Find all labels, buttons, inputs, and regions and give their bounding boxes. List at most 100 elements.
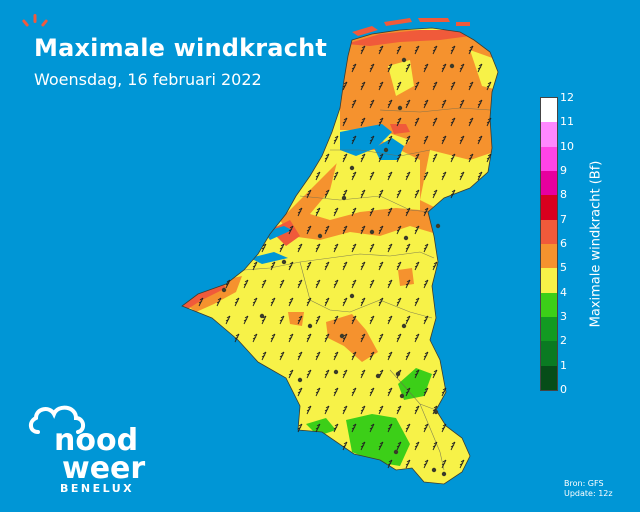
wind-barb [468, 45, 474, 55]
wind-barb [342, 225, 348, 235]
legend-tick-label: 4 [560, 285, 567, 299]
wind-barb [252, 261, 258, 271]
wind-barb [414, 81, 420, 91]
wind-barb [468, 117, 474, 127]
wind-barb [423, 387, 429, 397]
wind-barb [432, 261, 438, 271]
wind-barb [414, 405, 420, 415]
city-dot [281, 259, 287, 265]
wind-barb [351, 279, 357, 289]
wind-barb [378, 225, 384, 235]
wind-barb [486, 81, 492, 91]
wind-barb [360, 189, 366, 199]
wind-barb [360, 441, 366, 451]
wind-barb [315, 387, 321, 397]
wind-barb [252, 333, 258, 343]
wind-barb [396, 261, 402, 271]
wind-barb [432, 405, 438, 415]
wind-barb [333, 243, 339, 253]
wind-barb [225, 279, 231, 289]
wind-barb [441, 387, 447, 397]
wind-barb [297, 279, 303, 289]
island-ameland [456, 22, 470, 26]
city-dot [369, 229, 375, 235]
legend-tick-label: 2 [560, 334, 567, 348]
wind-barb [387, 99, 393, 109]
wind-barb [342, 297, 348, 307]
wind-barb [387, 387, 393, 397]
wind-barb [369, 351, 375, 361]
wind-barb [405, 387, 411, 397]
wind-barb [423, 171, 429, 181]
wind-barb [279, 351, 285, 361]
wind-barb [432, 441, 438, 451]
wind-barb [315, 423, 321, 433]
sun-rays-icon [22, 14, 48, 27]
wind-barb [414, 261, 420, 271]
wind-barb [351, 315, 357, 325]
legend-tick-label: 6 [560, 237, 567, 250]
wind-barb [243, 279, 249, 289]
wind-barb [378, 189, 384, 199]
wind-barb [405, 423, 411, 433]
wind-barb [324, 189, 330, 199]
wind-barb [315, 351, 321, 361]
wind-barb [333, 135, 339, 145]
border-provinces-top [379, 107, 491, 113]
wind-barb [360, 297, 366, 307]
wind-barb [342, 405, 348, 415]
data-source: Bron: GFS Update: 12z [564, 479, 613, 499]
wind-barb [333, 207, 339, 217]
wind-barb [387, 171, 393, 181]
wind-barb [396, 225, 402, 235]
wind-zones [182, 30, 498, 466]
wind-barb [378, 45, 384, 55]
city-dot [395, 371, 401, 377]
legend-band [541, 317, 557, 342]
logo-region: BENELUX [60, 482, 135, 495]
wind-barb [477, 135, 483, 145]
wind-barb [396, 81, 402, 91]
city-dot [259, 313, 265, 319]
city-dot [449, 63, 455, 69]
wind-barb [459, 459, 465, 469]
wind-barb [477, 171, 483, 181]
legend-tick-label: 8 [560, 188, 567, 202]
wind-barb [387, 63, 393, 73]
wind-barb [405, 135, 411, 145]
legend-band [541, 365, 557, 391]
legend-band [541, 268, 557, 294]
wind-barb [387, 279, 393, 289]
island-vlieland [384, 18, 412, 26]
wind-barb [351, 243, 357, 253]
wind-barb [423, 459, 429, 469]
legend-band [541, 244, 557, 269]
wind-barb [324, 369, 330, 379]
wind-barb [369, 63, 375, 73]
wind-barb [198, 297, 204, 307]
wind-barb [450, 45, 456, 55]
wind-barb [414, 189, 420, 199]
city-dot [317, 233, 323, 239]
wind-barb [387, 351, 393, 361]
wind-barb [396, 297, 402, 307]
wind-barb [279, 243, 285, 253]
wind-barb [432, 45, 438, 55]
wind-barb [297, 387, 303, 397]
wind-barb [396, 441, 402, 451]
border-lu [419, 403, 445, 471]
city-dots [221, 57, 455, 477]
wind-barb [306, 297, 312, 307]
city-dot [339, 333, 345, 339]
wind-barb [387, 135, 393, 145]
wind-barb [387, 423, 393, 433]
wind-barb [324, 261, 330, 271]
wind-barb [324, 333, 330, 343]
bf4-zone-central [310, 150, 420, 220]
land-outline [181, 27, 499, 485]
wind-barb [405, 243, 411, 253]
wind-barb [306, 369, 312, 379]
wind-barb [360, 333, 366, 343]
wind-barb [360, 81, 366, 91]
